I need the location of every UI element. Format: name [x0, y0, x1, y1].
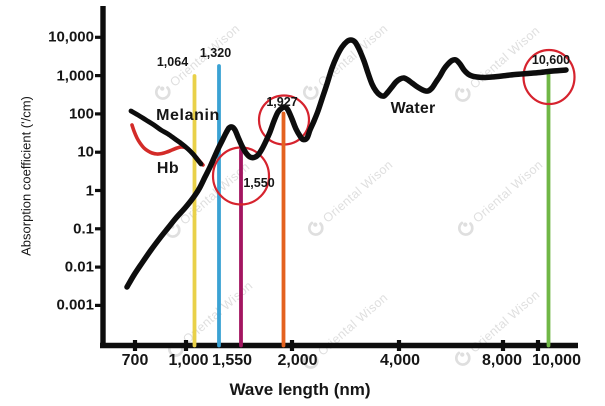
y-axis-title: Absorption coefficient ('/cm): [18, 96, 34, 256]
laser-label-10600: 10,600: [531, 53, 571, 67]
y-tick-label-10000: 10,000: [48, 28, 94, 46]
x-tick-label-1000: 1,000: [168, 352, 209, 369]
y-tick-label-1: 1: [85, 182, 94, 199]
y-tick-label-10: 10: [77, 143, 94, 161]
x-tick-label-8000: 8,000: [481, 352, 523, 369]
series-label-water: Water: [390, 99, 436, 117]
laser-label-1320: 1,320: [199, 46, 232, 60]
x-tick-label-4000: 4,000: [379, 352, 421, 369]
laser-label-1064: 1,064: [156, 55, 189, 69]
x-tick-label-1550: 1,550: [211, 352, 253, 369]
series-curve-melanin: [128, 108, 204, 167]
y-tick-label-0.001: 0.001: [56, 296, 94, 314]
y-tick-label-0.01: 0.01: [64, 258, 94, 276]
x-tick-label-700: 700: [121, 352, 149, 369]
series-curve-water: [124, 37, 569, 290]
highlight-circle-10600: [522, 48, 576, 106]
laser-label-1550: 1,550: [243, 175, 275, 190]
series-label-hb: Hb: [156, 160, 180, 177]
x-tick-label-2000: 2,000: [277, 352, 318, 369]
x-axis-title: Wave length (nm): [229, 380, 371, 399]
y-tick-label-0.1: 0.1: [73, 220, 94, 238]
y-tick-label-1000: 1,000: [56, 67, 94, 85]
series-label-melanin: Melanin: [156, 107, 220, 124]
laser-label-1927: 1,927: [266, 94, 298, 109]
y-tick-label-100: 100: [68, 105, 94, 123]
x-tick-label-10000: 10,000: [532, 352, 581, 369]
